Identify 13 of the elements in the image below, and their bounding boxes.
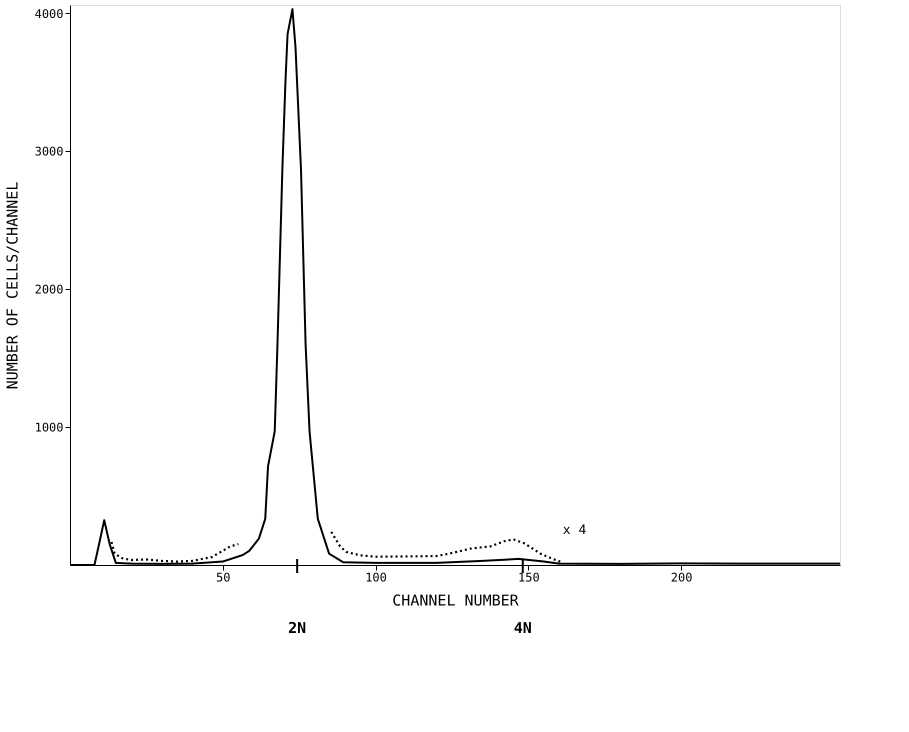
y-tick-label: 3000: [34, 144, 64, 159]
x-axis-title: CHANNEL NUMBER: [392, 592, 520, 610]
x-tick-label: 50: [216, 570, 231, 584]
text: 2N: [288, 619, 306, 637]
annotation: x 4: [562, 523, 586, 538]
x-tick-label: 150: [518, 570, 540, 584]
y-tick-label: 1000: [34, 420, 64, 435]
text: 4N: [514, 619, 532, 637]
x-tick-label: 200: [670, 570, 692, 584]
y-axis-title: NUMBER OF CELLS/CHANNEL: [4, 182, 22, 390]
x-tick-label: 100: [365, 570, 387, 584]
y-tick-label: 4000: [34, 6, 64, 21]
y-tick-label: 2000: [34, 282, 64, 297]
